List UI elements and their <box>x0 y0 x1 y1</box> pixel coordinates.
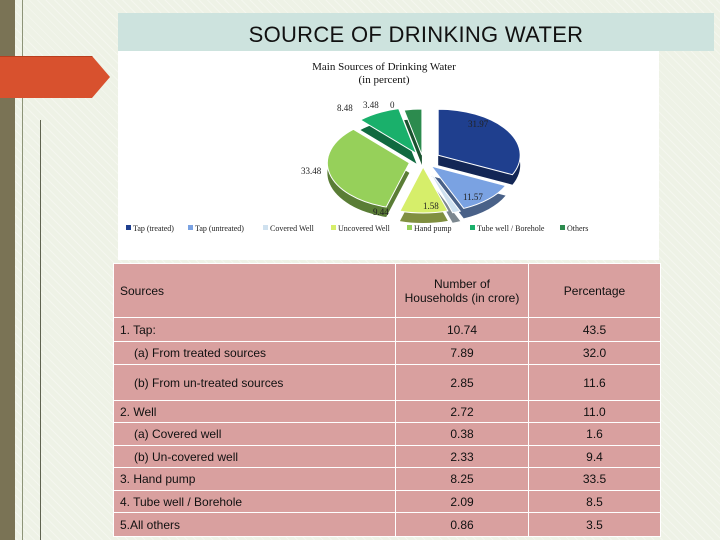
accent-arrow-tab <box>0 56 110 98</box>
legend-label: Others <box>567 224 588 233</box>
legend-label: Hand pump <box>414 224 452 233</box>
source-cell: (a) From treated sources <box>113 341 396 365</box>
pie-data-label: 0 <box>390 100 395 110</box>
source-cell: 1. Tap: <box>113 317 396 342</box>
pie-slice <box>359 108 418 155</box>
pie-slice <box>403 108 423 156</box>
pie-data-label: 11.57 <box>463 192 483 202</box>
legend-label: Tap (untreated) <box>195 224 244 233</box>
pie-data-label: 1.58 <box>423 201 439 211</box>
table-row: (b) Un-covered well 2.33 9.4 <box>113 445 661 468</box>
table-header-row: Sources Number of Households (in crore) … <box>113 263 661 318</box>
households-cell: 10.74 <box>395 317 529 342</box>
households-cell: 2.72 <box>395 400 529 423</box>
table-row: (a) From treated sources 7.89 32.0 <box>113 341 661 365</box>
source-cell: 4. Tube well / Borehole <box>113 490 396 513</box>
water-source-table: Sources Number of Households (in crore) … <box>113 263 661 537</box>
pie-slice <box>430 165 507 209</box>
households-cell: 7.89 <box>395 341 529 365</box>
pie-data-label: 9.44 <box>373 207 389 217</box>
percentage-cell: 32.0 <box>528 341 661 365</box>
pie-data-label: 33.48 <box>301 166 322 176</box>
chart-title: Main Sources of Drinking Water <box>312 61 456 73</box>
table-row: (a) Covered well 0.38 1.6 <box>113 422 661 446</box>
table-row: 2. Well 2.72 11.0 <box>113 400 661 423</box>
table-row: 1. Tap: 10.74 43.5 <box>113 317 661 342</box>
legend-swatch <box>560 225 565 230</box>
legend-swatch <box>331 225 336 230</box>
percentage-cell: 11.0 <box>528 400 661 423</box>
legend-swatch <box>188 225 193 230</box>
pie-chart: Main Sources of Drinking Water (in perce… <box>126 61 588 233</box>
table-row: 3. Hand pump 8.25 33.5 <box>113 467 661 491</box>
percentage-cell: 9.4 <box>528 445 661 468</box>
pie-data-label: 31.97 <box>468 119 489 129</box>
column-header-percentage: Percentage <box>528 263 661 318</box>
households-cell: 0.86 <box>395 512 529 537</box>
households-cell: 8.25 <box>395 467 529 491</box>
source-cell: (a) Covered well <box>113 422 396 446</box>
legend-swatch <box>470 225 475 230</box>
pie-chart-panel: Main Sources of Drinking Water (in perce… <box>118 51 659 260</box>
pie-data-label: 8.48 <box>337 103 353 113</box>
pie-slice <box>427 168 462 214</box>
pie-slice <box>399 165 449 214</box>
households-cell: 2.33 <box>395 445 529 468</box>
left-decorative-line <box>22 0 23 540</box>
legend-label: Uncovered Well <box>338 224 391 233</box>
legend-swatch <box>407 225 412 230</box>
table-row: (b) From un-treated sources 2.85 11.6 <box>113 364 661 401</box>
slide-title: SOURCE OF DRINKING WATER <box>248 22 584 47</box>
percentage-cell: 3.5 <box>528 512 661 537</box>
source-cell: (b) From un-treated sources <box>113 364 396 401</box>
households-cell: 2.09 <box>395 490 529 513</box>
percentage-cell: 1.6 <box>528 422 661 446</box>
source-cell: 3. Hand pump <box>113 467 396 491</box>
column-header-households: Number of Households (in crore) <box>395 263 529 318</box>
column-header-sources: Sources <box>113 263 396 318</box>
title-bar: SOURCE OF DRINKING WATER <box>118 13 714 51</box>
percentage-cell: 33.5 <box>528 467 661 491</box>
pie-data-label: 3.48 <box>363 100 379 110</box>
chart-subtitle: (in percent) <box>359 74 410 86</box>
pie-slice <box>326 128 411 208</box>
pie-slice <box>437 108 521 176</box>
percentage-cell: 8.5 <box>528 490 661 513</box>
table-row: 4. Tube well / Borehole 2.09 8.5 <box>113 490 661 513</box>
legend-swatch <box>126 225 131 230</box>
left-decorative-bar <box>0 0 15 540</box>
source-cell: 5.All others <box>113 512 396 537</box>
left-decorative-line <box>40 120 41 540</box>
source-cell: (b) Un-covered well <box>113 445 396 468</box>
source-cell: 2. Well <box>113 400 396 423</box>
legend-label: Tube well / Borehole <box>477 224 545 233</box>
legend-label: Tap (treated) <box>133 224 174 233</box>
households-cell: 0.38 <box>395 422 529 446</box>
legend-label: Covered Well <box>270 224 315 233</box>
legend-swatch <box>263 225 268 230</box>
percentage-cell: 11.6 <box>528 364 661 401</box>
households-cell: 2.85 <box>395 364 529 401</box>
percentage-cell: 43.5 <box>528 317 661 342</box>
table-row: 5.All others 0.86 3.5 <box>113 512 661 537</box>
